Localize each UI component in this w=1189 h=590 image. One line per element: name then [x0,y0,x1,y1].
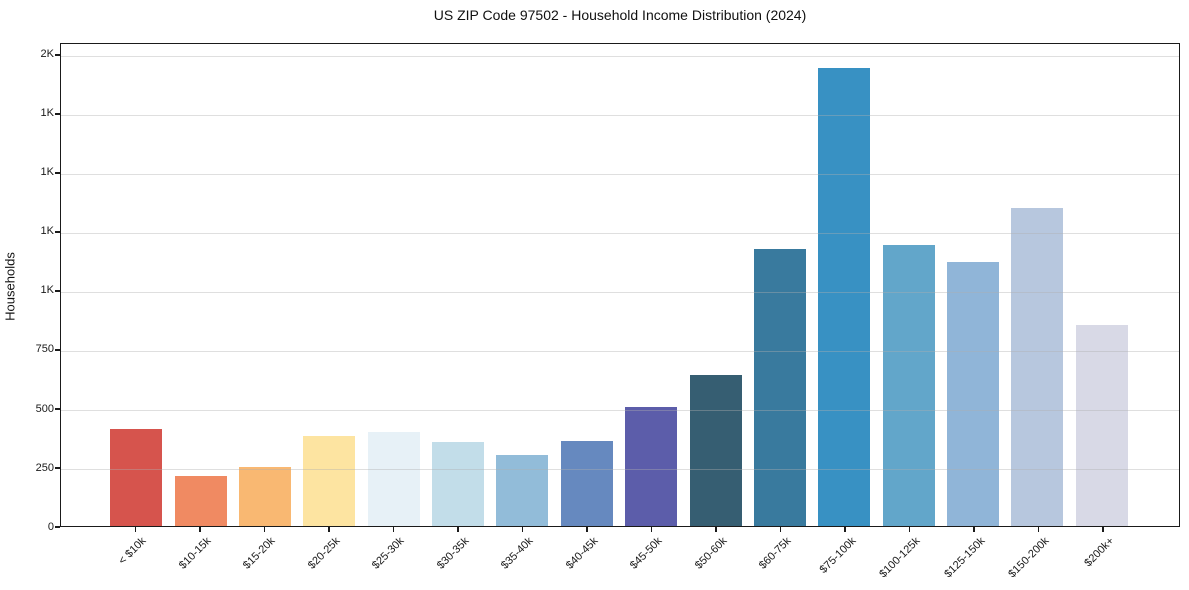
y-tick-mark [55,113,60,115]
x-tick-mark [844,527,846,532]
bar-$40-45k [560,441,613,526]
bar-slot [168,44,232,526]
bar-slot [426,44,490,526]
x-tick-mark [779,527,781,532]
y-tick-label: 250 [35,461,54,474]
x-tick-label: $30-35k [434,535,472,572]
x-tick-label: $150-200k [1006,535,1052,581]
x-tick-label: $200k+ [1082,535,1117,570]
bar-slot [683,44,747,526]
bar-$125-150k [947,261,1000,526]
x-tick-mark [908,527,910,532]
bars-container [61,44,1179,526]
x-tick-mark [650,527,652,532]
y-tick-label: 0 [47,520,54,533]
y-tick-mark [55,526,60,528]
x-tick-mark [973,527,975,532]
x-tick-label: < $10k [116,535,149,568]
y-tick-mark [55,290,60,292]
bar-slot [362,44,426,526]
bar-slot [233,44,297,526]
y-tick-label: 2K [40,48,54,61]
y-tick-mark [55,408,60,410]
bar-slot [941,44,1005,526]
x-tick-label: $15-20k [241,535,278,572]
x-tick-mark [1037,527,1039,532]
x-tick-label: $40-45k [563,535,601,572]
x-tick-mark [328,527,330,532]
y-tick-mark [55,349,60,351]
y-tick-label: 1K [40,225,54,238]
bar-slot [555,44,619,526]
y-tick-label: 1K [40,107,54,120]
bar-$25-30k [367,431,420,526]
bar-slot [748,44,812,526]
x-tick-label: $75-100k [817,535,859,576]
y-tick-mark [55,467,60,469]
x-tick-label: $50-60k [692,535,730,572]
y-tick-label: 1K [40,284,54,297]
y-tick-label: 750 [35,343,54,356]
x-tick-label: $10-15k [176,535,214,572]
bar-$30-35k [432,442,485,526]
x-tick-label: $25-30k [370,535,407,572]
bar-$50-60k [689,374,742,526]
bar-< $10k [110,429,163,526]
x-tick-mark [521,527,523,532]
x-tick-mark [134,527,136,532]
x-tick-label: $60-75k [757,535,794,572]
x-tick-mark [586,527,588,532]
bar-slot [490,44,554,526]
x-tick-label: $35-40k [499,535,536,572]
chart-title: US ZIP Code 97502 - Household Income Dis… [433,7,807,23]
y-tick-mark [55,54,60,56]
x-tick-mark [199,527,201,532]
y-tick-mark [55,172,60,174]
x-tick-label: $20-25k [305,535,343,572]
bar-$15-20k [238,467,291,526]
bar-$35-40k [496,455,549,526]
y-tick-label: 1K [40,166,54,179]
bar-$200k+ [1075,325,1128,526]
x-tick-label: $100-125k [877,535,923,581]
bar-$100-125k [882,245,935,526]
x-tick-mark [1102,527,1104,532]
bar-slot [104,44,168,526]
bar-$75-100k [818,68,871,526]
bar-$60-75k [753,248,806,526]
x-tick-mark [263,527,265,532]
bar-slot [297,44,361,526]
bar-slot [619,44,683,526]
bar-$150-200k [1011,208,1064,526]
x-tick-mark [457,527,459,532]
bar-slot [812,44,876,526]
bar-slot [1005,44,1069,526]
bar-$10-15k [174,476,227,526]
bar-slot [877,44,941,526]
bar-$20-25k [303,436,356,526]
bar-$45-50k [625,406,678,526]
y-tick-label: 500 [35,402,54,415]
x-tick-mark [392,527,394,532]
plot-area [60,43,1180,527]
y-tick-mark [55,231,60,233]
bar-slot [1070,44,1134,526]
x-tick-label: $125-150k [942,535,988,581]
x-tick-mark [715,527,717,532]
x-tick-label: $45-50k [628,535,665,572]
